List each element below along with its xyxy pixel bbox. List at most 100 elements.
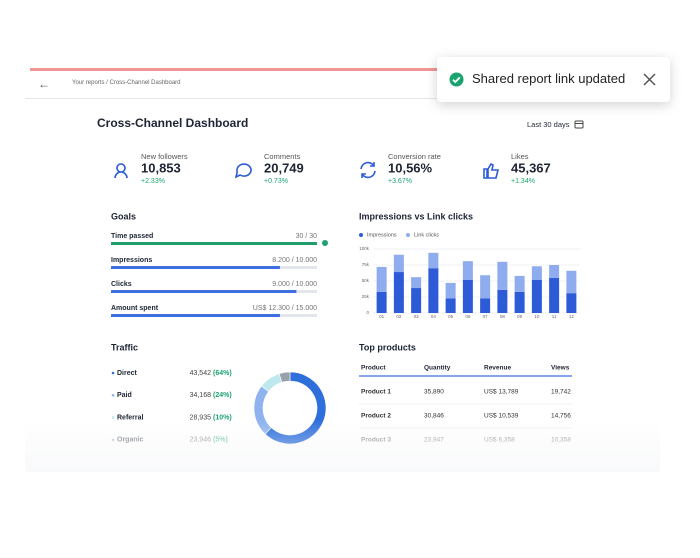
x-tick-label: 12 (569, 314, 575, 319)
bar (549, 277, 560, 313)
traffic-percent: (10%) (213, 414, 232, 421)
close-button[interactable] (643, 73, 656, 86)
goal-progress (111, 314, 280, 317)
x-tick-label: 01 (379, 314, 385, 319)
bar (462, 279, 473, 313)
x-tick-label: 11 (552, 314, 557, 319)
bar (393, 272, 404, 313)
bar (411, 277, 422, 289)
bar (549, 265, 560, 278)
table-header: Quantity (424, 365, 451, 372)
kpi-label: Conversion rate (388, 152, 441, 161)
traffic-source: Referral (117, 414, 144, 421)
bar (514, 275, 525, 292)
legend-label: Impressions (367, 232, 397, 238)
y-tick-label: 75k (362, 262, 370, 267)
section-title: Goals (111, 211, 136, 221)
date-range[interactable]: Last 30 days (527, 120, 570, 129)
x-tick-label: 08 (500, 314, 506, 319)
x-tick-label: 07 (483, 314, 489, 319)
kpi-change: +3.67% (388, 178, 412, 185)
success-icon (449, 72, 464, 87)
bar (428, 268, 439, 313)
bar (497, 261, 508, 290)
x-tick-label: 02 (396, 314, 402, 319)
bar (411, 288, 422, 313)
x-tick-label: 06 (465, 314, 471, 319)
traffic-count: 34,168 (190, 392, 212, 399)
bar (428, 252, 439, 269)
breadcrumb-link[interactable]: Your reports / (72, 80, 108, 86)
legend-dot (111, 394, 115, 397)
bar (376, 291, 387, 313)
bar (445, 282, 456, 299)
goal-value: 8.200 / 10.000 (272, 257, 317, 264)
legend-label: Link clicks (414, 232, 439, 238)
section-title: Impressions vs Link clicks (359, 211, 473, 221)
goal-value: US$ 12.300 / 15.000 (253, 305, 317, 312)
x-tick-label: 09 (517, 314, 523, 319)
legend-dot (111, 371, 115, 375)
legend-dot (359, 233, 363, 237)
goal-value: 30 / 30 (296, 233, 318, 240)
toast: Shared report link updated (437, 57, 670, 102)
kpi-change: +0.73% (264, 178, 288, 185)
goal-label: Amount spent (111, 305, 159, 312)
back-button[interactable]: ← (38, 77, 50, 91)
donut-slice (278, 371, 291, 383)
table-header: Product (361, 365, 386, 372)
bar (480, 275, 491, 299)
traffic-percent: (64%) (213, 370, 232, 377)
bar (445, 298, 456, 313)
kpi-label: Likes (511, 152, 529, 161)
goal-progress (111, 290, 297, 293)
calendar-icon[interactable] (573, 118, 585, 130)
bar (566, 293, 577, 313)
breadcrumb: Your reports / Cross-Channel Dashboard (72, 80, 181, 86)
loading-bar (30, 68, 440, 71)
kpi-icon (114, 163, 128, 179)
traffic-percent: (24%) (213, 392, 232, 399)
kpi-icon (234, 163, 252, 179)
toast-message: Shared report link updated (472, 71, 626, 86)
x-tick-label: 04 (431, 314, 437, 319)
goal-label: Time passed (111, 233, 153, 240)
table-cell: US$ 13,789 (484, 389, 519, 396)
kpi-value: 10,853 (141, 160, 181, 175)
kpi-change: +1.34% (511, 178, 535, 185)
kpi-change: +2.33% (141, 178, 165, 185)
kpi-label: Comments (264, 152, 301, 161)
x-tick-label: 10 (534, 314, 540, 319)
kpi-label: New followers (141, 152, 188, 161)
section-title: Top products (359, 342, 416, 352)
goal-progress (111, 242, 317, 245)
goal-progress (111, 266, 280, 269)
header-bar (25, 71, 660, 99)
goal-value: 9.000 / 10.000 (272, 281, 317, 288)
bar (566, 270, 577, 294)
table-cell: 35,890 (424, 389, 444, 396)
y-tick-label: 0 (366, 310, 369, 315)
kpi-value: 45,367 (511, 160, 551, 175)
x-tick-label: 05 (448, 314, 454, 319)
table-cell: 30,846 (424, 413, 444, 420)
traffic-count: 28,935 (190, 414, 212, 421)
goal-check (322, 240, 328, 246)
legend-dot (111, 416, 115, 419)
bar (497, 289, 508, 313)
bar (531, 266, 542, 280)
y-tick-label: 25k (362, 294, 370, 299)
kpi-icon (483, 162, 500, 179)
y-tick-label: 100k (359, 246, 370, 251)
y-tick-label: 50k (362, 278, 370, 283)
table-cell: Product 2 (361, 413, 391, 420)
fade (25, 420, 660, 472)
goal-label: Clicks (111, 281, 132, 288)
legend-dot (406, 233, 410, 237)
bar (480, 298, 491, 313)
goal-label: Impressions (111, 257, 152, 264)
traffic-source: Direct (117, 370, 138, 377)
kpi-value: 10,56% (388, 160, 433, 175)
